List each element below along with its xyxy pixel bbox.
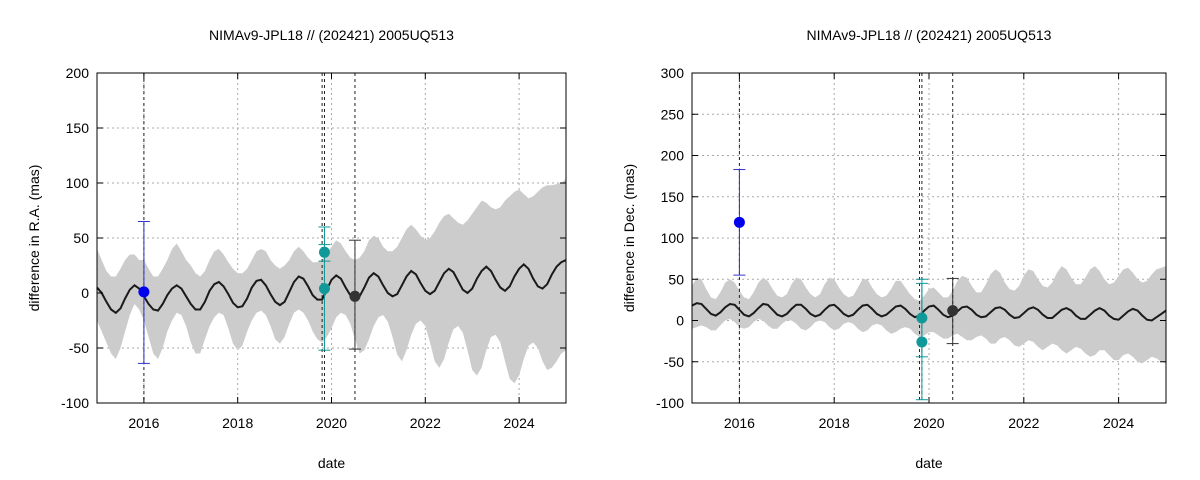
chart-title: NIMAv9-JPL18 // (202421) 2005UQ513 (209, 27, 454, 43)
y-tick-label: 200 (661, 148, 685, 164)
x-tick-label: 2016 (128, 415, 159, 431)
data-point (916, 336, 928, 348)
y-tick-label: 100 (66, 175, 90, 191)
y-tick-label: -100 (656, 395, 684, 411)
data-point (733, 216, 745, 228)
model-curve (691, 302, 1167, 322)
x-axis-label: date (318, 455, 345, 471)
y-tick-label: 150 (661, 189, 685, 205)
y-axis-label: difference in R.A. (mas) (26, 165, 42, 312)
data-point (138, 286, 150, 298)
x-tick-label: 2022 (410, 415, 441, 431)
x-tick-label: 2020 (913, 415, 944, 431)
x-tick-label: 2020 (316, 415, 347, 431)
data-point (349, 290, 361, 302)
x-axis-label: date (915, 455, 942, 471)
x-tick-label: 2018 (819, 415, 850, 431)
dec-chart: NIMAv9-JPL18 // (202421) 2005UQ513 -100 -5… (621, 27, 1167, 471)
x-tick-label: 2022 (1008, 415, 1039, 431)
y-tick-label: -50 (69, 340, 89, 356)
y-tick-label: 150 (66, 120, 90, 136)
y-tick-label: 250 (661, 106, 685, 122)
y-tick-label: 0 (676, 313, 684, 329)
y-tick-label: -50 (664, 354, 684, 370)
y-tick-label: 100 (661, 230, 685, 246)
y-tick-label: 50 (73, 230, 89, 246)
y-tick-label: 50 (668, 271, 684, 287)
y-tick-label: -100 (61, 395, 89, 411)
chart-title: NIMAv9-JPL18 // (202421) 2005UQ513 (807, 27, 1052, 43)
x-tick-label: 2016 (724, 415, 755, 431)
x-tick-label: 2024 (504, 415, 535, 431)
data-point (947, 305, 959, 317)
data-point (318, 283, 330, 295)
model-curve (96, 259, 567, 315)
y-tick-label: 200 (66, 65, 90, 81)
y-tick-label: 300 (661, 65, 685, 81)
x-tick-label: 2018 (222, 415, 253, 431)
y-tick-label: 0 (81, 285, 89, 301)
uncertainty-band (692, 266, 1166, 364)
y-axis-label: difference in Dec. (mas) (621, 164, 637, 312)
x-tick-label: 2024 (1103, 415, 1134, 431)
ra-chart: NIMAv9-JPL18 // (202421) 2005UQ513 -100 -5… (26, 27, 567, 471)
